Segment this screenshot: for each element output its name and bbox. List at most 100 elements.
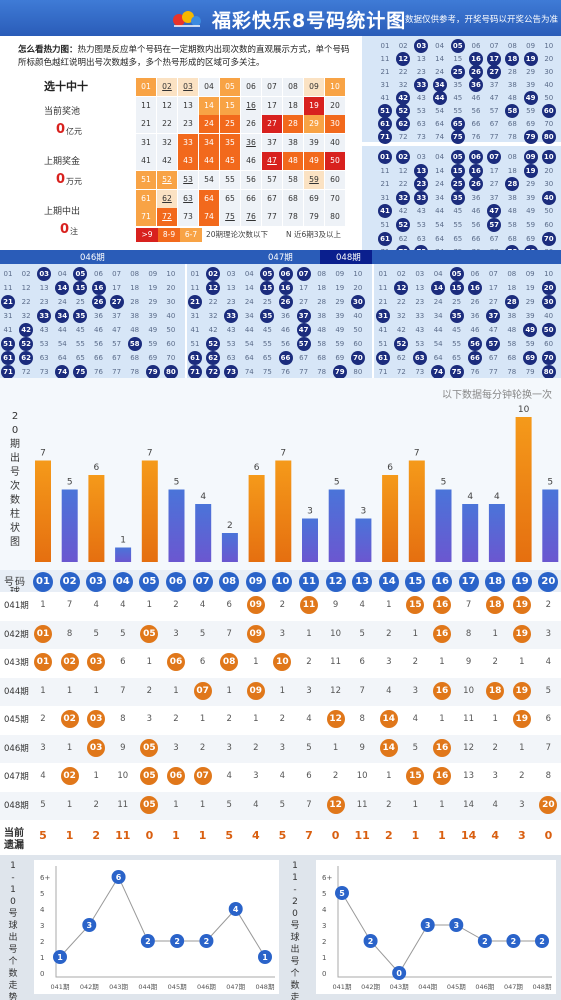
number-cell-17: 17 [489, 166, 499, 175]
number-cell-50: 50 [544, 94, 554, 102]
trend-title-char: 个 [290, 969, 300, 979]
drawn-ball-79: 79 [523, 130, 538, 144]
header-ball-09: 09 [245, 572, 266, 592]
heat-cell-45: 45 [220, 152, 240, 171]
miss-count: 4 [199, 600, 206, 610]
miss-value: 2 [384, 829, 393, 842]
number-cell-08: 08 [507, 42, 517, 50]
trend-title-char: 0 [10, 897, 16, 907]
drawn-ball-21: 21 [1, 295, 15, 309]
miss-label: 当前 [4, 828, 24, 839]
last-prize-label: 上期奖金 [44, 157, 81, 167]
number-cell-63: 63 [226, 354, 236, 362]
trend-title-char: 出 [8, 933, 18, 943]
trend-point [82, 918, 97, 932]
bar-06 [168, 489, 185, 562]
bar-09 [248, 475, 265, 562]
heat-cell-31: 31 [136, 133, 156, 152]
trend-point [258, 950, 272, 964]
ylabel-char: 期 [10, 439, 20, 450]
bar-value-label: 10 [518, 405, 530, 415]
legend-note: 20期理论次数以下 [206, 230, 269, 239]
period-label: 046期 [4, 743, 29, 754]
drawn-ball-74: 74 [431, 365, 446, 379]
drawn-ball-15: 15 [260, 281, 275, 295]
drawn-ball-14: 14 [431, 281, 446, 295]
hit-ball: 05 [140, 795, 159, 814]
drawn-ball-07: 07 [296, 267, 311, 281]
number-cell-03: 03 [415, 270, 425, 278]
miss-value: 0 [145, 829, 154, 842]
number-cell-21: 21 [378, 298, 388, 306]
hit-ball: 01 [34, 653, 52, 671]
drawn-ball-12: 12 [396, 52, 411, 66]
bar-value-label: 2 [227, 521, 233, 531]
drawn-ball-79: 79 [332, 365, 347, 379]
miss-count: 9 [359, 742, 365, 753]
miss-count: 3 [492, 771, 498, 781]
drawn-ball-18: 18 [505, 52, 520, 66]
number-cell-69: 69 [335, 354, 345, 362]
period-048-label: 048期 [336, 253, 361, 263]
trend-xtick: 041期 [51, 983, 70, 991]
draw-panel-041: 01 02 03 04 05 06 07 08 09 10 11 12 13 14 15 16 17 18 19 20… [362, 36, 561, 144]
number-cell-04: 04 [433, 270, 443, 278]
number-cell-69: 69 [148, 354, 158, 362]
miss-count: 4 [120, 600, 126, 610]
number-cell-59: 59 [526, 107, 536, 115]
miss-count: 11 [330, 657, 341, 667]
miss-count: 3 [173, 742, 179, 753]
number-cell-31: 31 [380, 193, 390, 202]
number-cell-77: 77 [489, 133, 499, 141]
table-header-label: 号 [4, 577, 14, 588]
number-cell-78: 78 [130, 368, 140, 376]
heat-cell-51: 51 [136, 171, 156, 189]
heat-cell-17: 17 [262, 96, 282, 115]
drawn-ball-52: 52 [396, 104, 411, 118]
heat-cell-55: 55 [220, 171, 240, 189]
number-cell-11: 11 [380, 55, 390, 63]
number-cell-63: 63 [416, 120, 426, 128]
trend-point [535, 934, 549, 948]
header-ball-19: 19 [511, 572, 532, 592]
hit-ball: 05 [140, 624, 159, 643]
heat-cell-19: 19 [304, 96, 324, 115]
drawn-ball-63: 63 [412, 351, 427, 365]
drawn-ball-58: 58 [505, 104, 520, 118]
miss-count: 1 [173, 685, 179, 696]
miss-count: 8 [120, 714, 126, 724]
number-cell-64: 64 [57, 354, 67, 362]
trend-point-label: 1 [262, 953, 268, 962]
heat-cell-66: 66 [241, 189, 261, 208]
miss-count: 8 [465, 628, 472, 639]
header-ball-07: 07 [192, 572, 213, 592]
heat-cell-28: 28 [283, 115, 303, 134]
miss-count: 4 [93, 600, 99, 610]
drawn-ball-26: 26 [469, 177, 483, 192]
lottery-logo-icon [173, 11, 201, 27]
drawn-ball-25: 25 [450, 177, 465, 192]
drawn-ball-71: 71 [188, 365, 202, 379]
heat-cell-06: 06 [241, 78, 261, 96]
number-cell-01: 01 [190, 270, 200, 278]
trend-xtick: 042期 [80, 983, 99, 991]
miss-count: 1 [93, 771, 99, 781]
drawn-ball-34: 34 [432, 78, 447, 92]
hint-text: 热力图是反应单个号码在一定期数内出现次数的直观展示方式，单个号码所标颜色越红说明… [18, 45, 350, 68]
miss-value: 5 [39, 829, 47, 842]
number-cell-23: 23 [39, 298, 49, 306]
trend-xtick: 047期 [504, 983, 523, 991]
number-cell-12: 12 [398, 166, 408, 175]
miss-count: 1 [146, 600, 153, 610]
miss-count: 1 [146, 657, 153, 667]
heat-cell-75: 75 [220, 208, 240, 227]
number-cell-40: 40 [166, 312, 176, 320]
legend-note2: N 近6期3及以上 [286, 230, 342, 239]
miss-count: 1 [439, 714, 445, 724]
number-cell-50: 50 [353, 326, 363, 334]
miss-count: 4 [545, 657, 552, 667]
miss-count: 6 [120, 657, 126, 667]
miss-count: 2 [412, 657, 419, 667]
number-cell-50: 50 [166, 326, 176, 334]
trend-point-label: 2 [204, 937, 210, 946]
